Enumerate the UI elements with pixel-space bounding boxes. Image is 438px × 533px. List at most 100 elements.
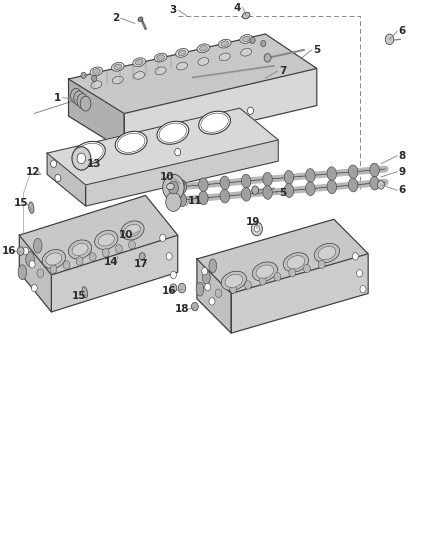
Circle shape bbox=[116, 245, 122, 253]
Ellipse shape bbox=[370, 163, 379, 177]
Ellipse shape bbox=[82, 287, 88, 298]
Ellipse shape bbox=[221, 41, 229, 46]
Circle shape bbox=[259, 277, 266, 285]
Circle shape bbox=[244, 281, 251, 289]
Circle shape bbox=[92, 75, 97, 82]
Circle shape bbox=[254, 225, 259, 232]
Ellipse shape bbox=[256, 265, 274, 278]
Circle shape bbox=[23, 247, 29, 255]
Ellipse shape bbox=[306, 182, 315, 196]
Circle shape bbox=[170, 271, 177, 279]
Polygon shape bbox=[231, 254, 368, 333]
Ellipse shape bbox=[225, 274, 243, 287]
Ellipse shape bbox=[114, 64, 122, 69]
Ellipse shape bbox=[117, 133, 145, 152]
Polygon shape bbox=[47, 108, 278, 185]
Circle shape bbox=[289, 269, 296, 277]
Ellipse shape bbox=[242, 36, 250, 42]
Ellipse shape bbox=[349, 178, 358, 192]
Text: 16: 16 bbox=[162, 286, 177, 296]
Circle shape bbox=[168, 181, 179, 194]
Ellipse shape bbox=[327, 180, 336, 194]
Ellipse shape bbox=[72, 244, 88, 255]
Ellipse shape bbox=[76, 143, 103, 163]
Circle shape bbox=[81, 72, 86, 78]
Ellipse shape bbox=[240, 35, 253, 43]
Ellipse shape bbox=[134, 71, 145, 79]
Ellipse shape bbox=[124, 224, 141, 237]
Circle shape bbox=[378, 181, 385, 189]
Circle shape bbox=[205, 284, 211, 291]
Ellipse shape bbox=[157, 55, 164, 60]
Circle shape bbox=[201, 268, 208, 275]
Circle shape bbox=[264, 54, 271, 62]
Ellipse shape bbox=[202, 271, 210, 285]
Polygon shape bbox=[197, 219, 368, 293]
Ellipse shape bbox=[284, 171, 294, 184]
Circle shape bbox=[166, 253, 172, 260]
Ellipse shape bbox=[177, 180, 187, 193]
Ellipse shape bbox=[154, 53, 167, 62]
Ellipse shape bbox=[178, 50, 186, 55]
Ellipse shape bbox=[198, 58, 209, 66]
Circle shape bbox=[50, 160, 57, 167]
Text: 5: 5 bbox=[313, 45, 321, 55]
Ellipse shape bbox=[177, 62, 187, 70]
Text: 8: 8 bbox=[399, 151, 406, 161]
Circle shape bbox=[32, 285, 37, 292]
Text: 14: 14 bbox=[104, 257, 119, 266]
Ellipse shape bbox=[18, 265, 27, 280]
Circle shape bbox=[29, 261, 35, 268]
Text: 15: 15 bbox=[72, 291, 86, 301]
Ellipse shape bbox=[46, 253, 62, 265]
Ellipse shape bbox=[283, 253, 308, 272]
Ellipse shape bbox=[26, 252, 34, 266]
Ellipse shape bbox=[115, 131, 147, 154]
Ellipse shape bbox=[133, 58, 145, 67]
Ellipse shape bbox=[159, 123, 187, 142]
Ellipse shape bbox=[91, 81, 102, 88]
Ellipse shape bbox=[138, 17, 143, 21]
Text: 10: 10 bbox=[160, 172, 174, 182]
Circle shape bbox=[166, 192, 181, 212]
Ellipse shape bbox=[219, 39, 231, 48]
Circle shape bbox=[17, 247, 24, 255]
Circle shape bbox=[247, 107, 254, 115]
Circle shape bbox=[139, 253, 145, 260]
Ellipse shape bbox=[263, 172, 272, 186]
Text: 12: 12 bbox=[26, 167, 41, 176]
Circle shape bbox=[230, 285, 237, 293]
Ellipse shape bbox=[196, 282, 204, 296]
Circle shape bbox=[76, 257, 83, 265]
Ellipse shape bbox=[199, 191, 208, 205]
Circle shape bbox=[215, 289, 222, 297]
Ellipse shape bbox=[90, 67, 103, 76]
Circle shape bbox=[37, 269, 44, 277]
Ellipse shape bbox=[74, 91, 85, 106]
Circle shape bbox=[352, 253, 358, 260]
Circle shape bbox=[128, 240, 135, 249]
Circle shape bbox=[175, 148, 181, 156]
Ellipse shape bbox=[135, 60, 143, 65]
Ellipse shape bbox=[306, 168, 315, 182]
Ellipse shape bbox=[370, 176, 379, 190]
Circle shape bbox=[209, 297, 215, 305]
Circle shape bbox=[89, 253, 96, 261]
Circle shape bbox=[261, 41, 266, 47]
Ellipse shape bbox=[179, 181, 185, 185]
Ellipse shape bbox=[176, 49, 188, 57]
Ellipse shape bbox=[241, 188, 251, 201]
Circle shape bbox=[63, 261, 70, 269]
Ellipse shape bbox=[219, 53, 230, 61]
Ellipse shape bbox=[166, 183, 174, 190]
Text: 15: 15 bbox=[14, 198, 29, 208]
Ellipse shape bbox=[209, 259, 217, 273]
Circle shape bbox=[178, 284, 186, 293]
Ellipse shape bbox=[318, 246, 336, 260]
Text: 9: 9 bbox=[399, 167, 406, 176]
Ellipse shape bbox=[197, 44, 210, 53]
Ellipse shape bbox=[201, 113, 228, 132]
Text: 17: 17 bbox=[134, 259, 148, 269]
Circle shape bbox=[318, 260, 325, 269]
Ellipse shape bbox=[77, 94, 88, 108]
